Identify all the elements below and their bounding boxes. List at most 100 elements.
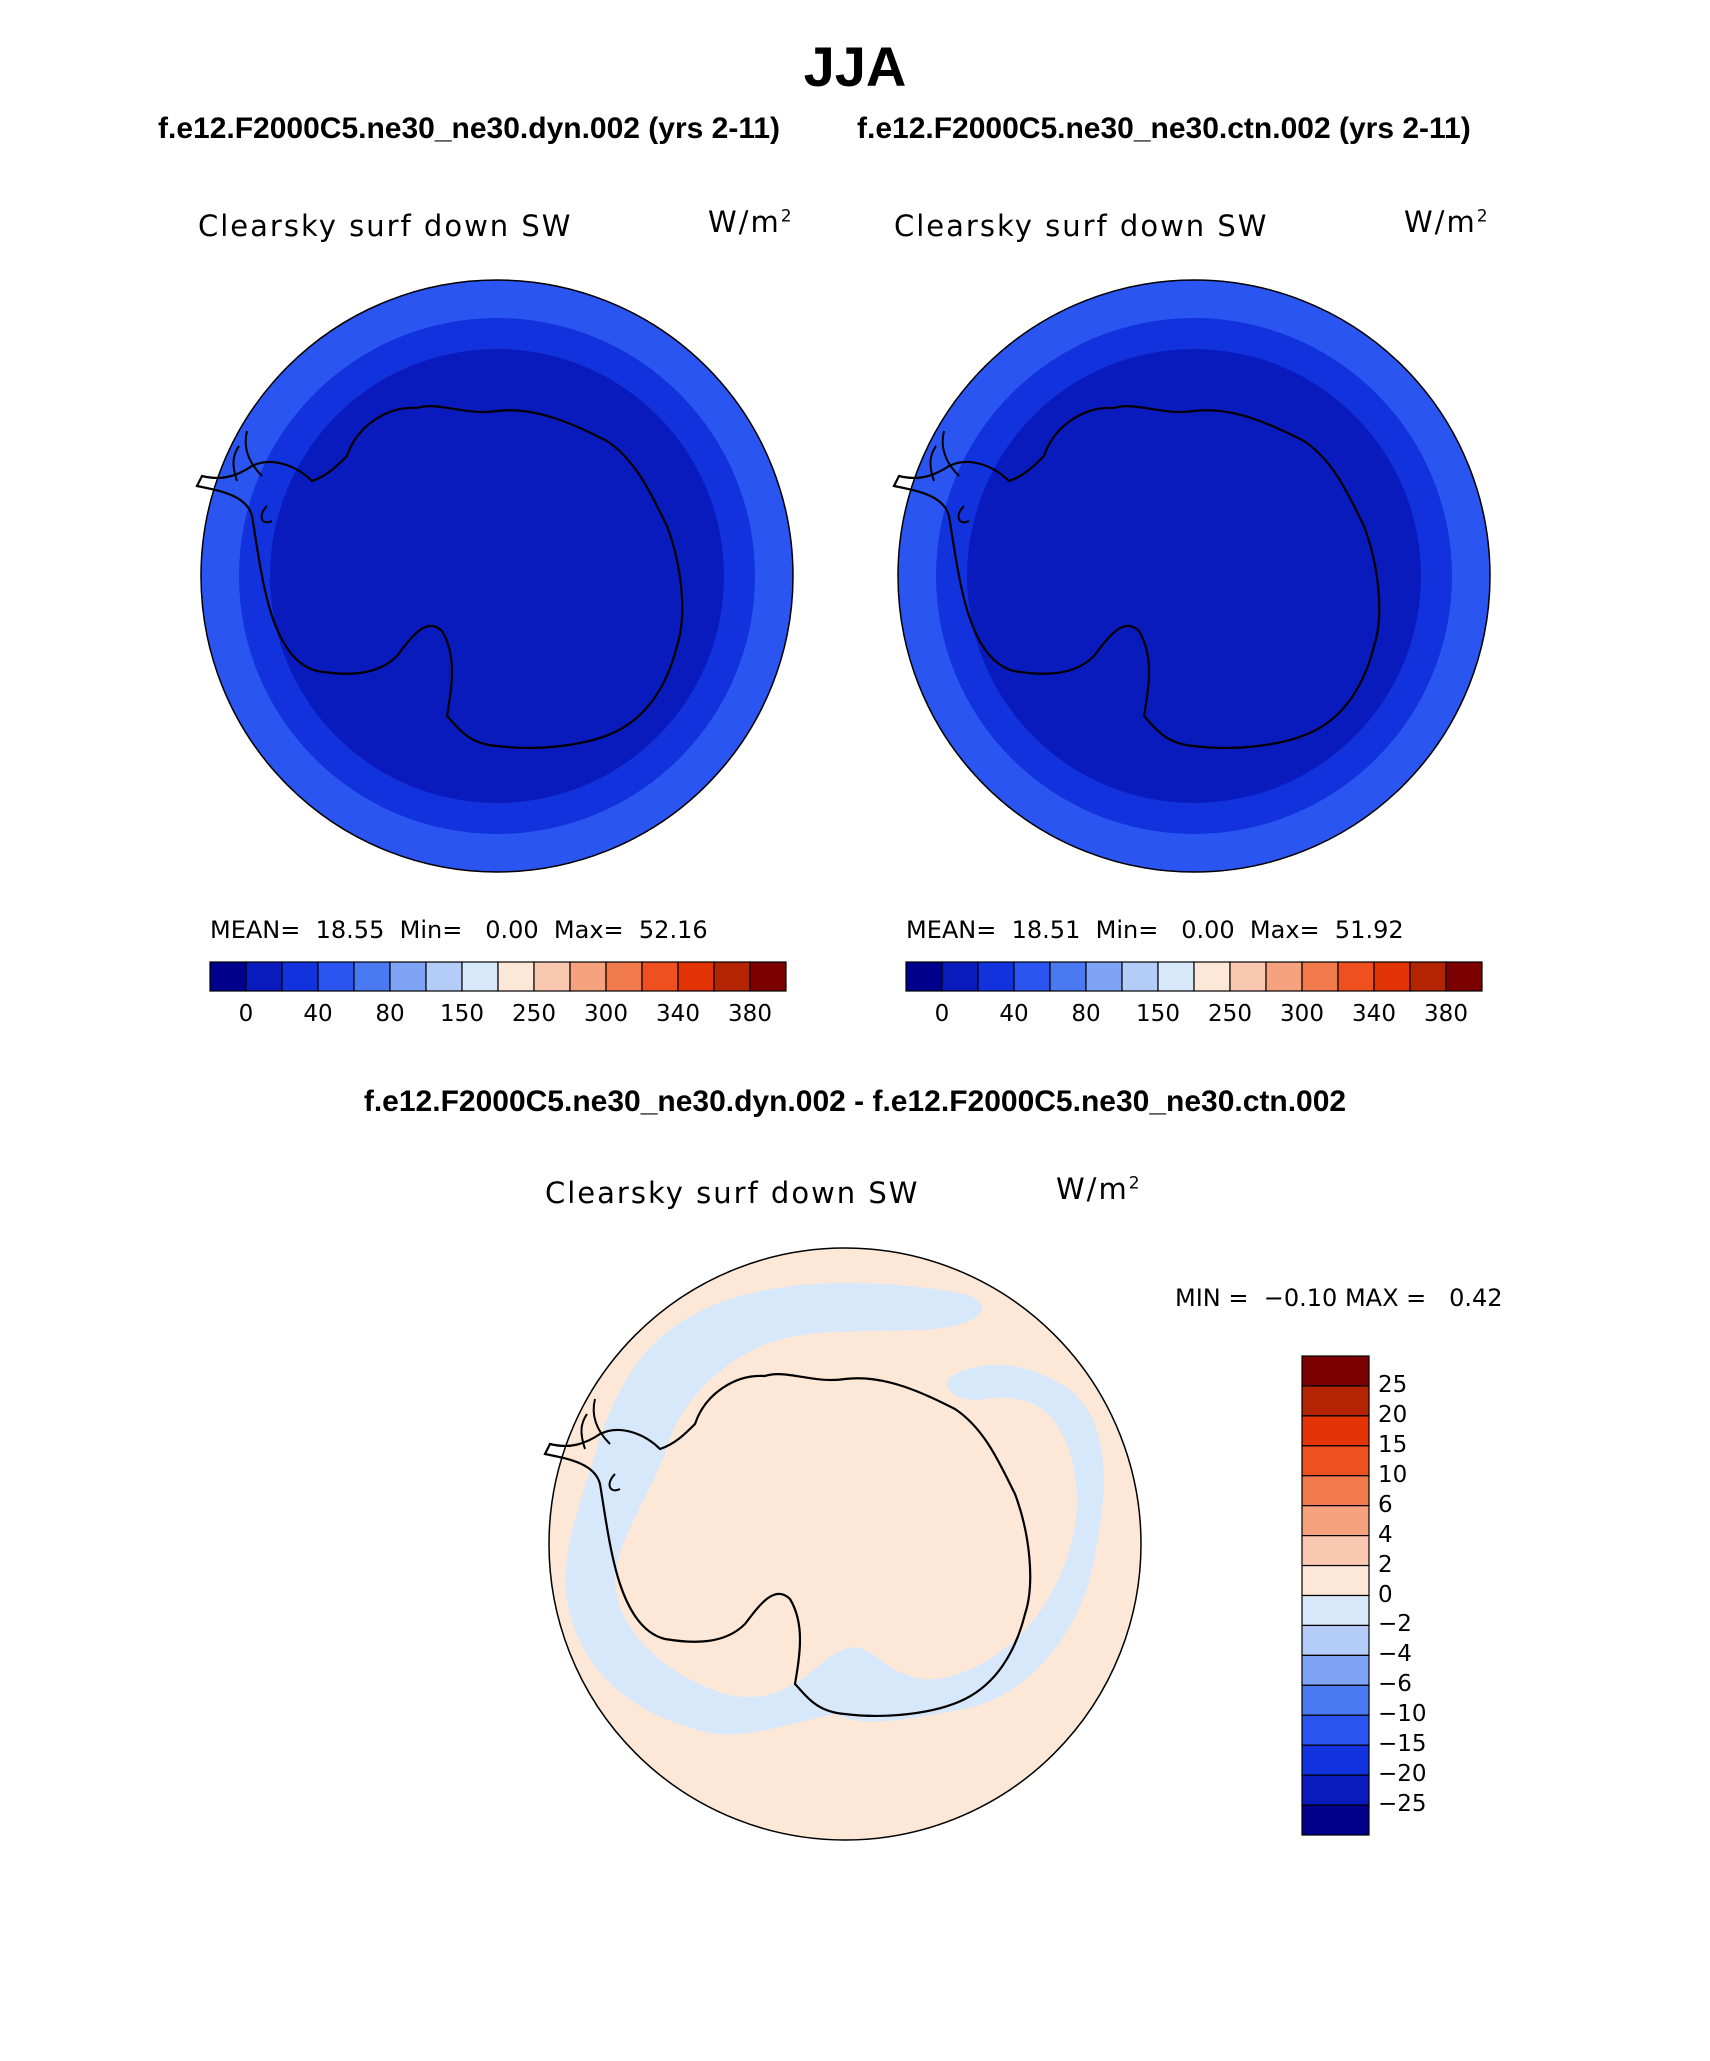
left-colorbar-swatch bbox=[497, 961, 535, 992]
left-colorbar-swatch bbox=[605, 961, 643, 992]
diff-colorbar-tick-label: 6 bbox=[1378, 1491, 1393, 1518]
diff-colorbar-tick-label: −10 bbox=[1378, 1701, 1427, 1728]
left-colorbar-swatch bbox=[281, 961, 319, 992]
right-case-subtitle: f.e12.F2000C5.ne30_ne30.ctn.002 (yrs 2-1… bbox=[857, 112, 1471, 145]
right-colorbar-tick-label: 300 bbox=[1280, 1001, 1324, 1027]
right-colorbar-swatch bbox=[1229, 961, 1267, 992]
diff-map-positive-background bbox=[549, 1248, 1141, 1840]
diff-colorbar-swatch bbox=[1301, 1445, 1370, 1477]
diff-colorbar-tick-label: −25 bbox=[1378, 1791, 1427, 1818]
diff-map-negative-patch bbox=[549, 1384, 555, 1415]
right-colorbar-swatch bbox=[977, 961, 1015, 992]
diff-unit-label: W/m2 bbox=[1056, 1172, 1142, 1206]
left-colorbar-swatch bbox=[353, 961, 391, 992]
diff-variable-title: Clearsky surf down SW bbox=[545, 1176, 920, 1210]
right-stats: MEAN= 18.51 Min= 0.00 Max= 51.92 bbox=[906, 916, 1404, 944]
diff-colorbar-tick-label: −4 bbox=[1378, 1641, 1412, 1668]
left-colorbar-tick-label: 40 bbox=[303, 1001, 333, 1027]
right-colorbar-tick-label: 150 bbox=[1136, 1001, 1180, 1027]
diff-colorbar-swatch bbox=[1301, 1475, 1370, 1507]
right-colorbar-tick-label: 40 bbox=[999, 1001, 1029, 1027]
right-colorbar-tick-label: 340 bbox=[1352, 1001, 1396, 1027]
diff-colorbar-tick-label: 15 bbox=[1378, 1431, 1408, 1458]
left-colorbar-tick-label: 250 bbox=[512, 1001, 556, 1027]
diff-colorbar-tick-label: −2 bbox=[1378, 1611, 1412, 1638]
diff-colorbar-swatch bbox=[1301, 1505, 1370, 1537]
left-stats: MEAN= 18.55 Min= 0.00 Max= 52.16 bbox=[210, 916, 708, 944]
right-colorbar-swatch bbox=[1265, 961, 1303, 992]
left-colorbar-swatch bbox=[569, 961, 607, 992]
diff-map bbox=[543, 1247, 1142, 1841]
left-colorbar-swatch bbox=[677, 961, 715, 992]
left-colorbar-tick-label: 80 bbox=[375, 1001, 405, 1027]
diff-colorbar-tick-label: 4 bbox=[1378, 1521, 1393, 1548]
right-colorbar-swatch bbox=[1013, 961, 1051, 992]
diff-colorbar-swatch bbox=[1301, 1774, 1370, 1806]
right-colorbar-swatch bbox=[1373, 961, 1411, 992]
diff-colorbar-tick-label: −15 bbox=[1378, 1731, 1427, 1758]
diff-colorbar-swatch bbox=[1301, 1385, 1370, 1417]
diff-colorbar-tick-label: 10 bbox=[1378, 1461, 1408, 1488]
right-colorbar-tick-label: 380 bbox=[1424, 1001, 1468, 1027]
right-colorbar-swatch bbox=[1121, 961, 1159, 992]
left-colorbar-tick-label: 0 bbox=[238, 1001, 254, 1027]
right-colorbar-tick-label: 80 bbox=[1071, 1001, 1101, 1027]
diff-map-peninsula-detail bbox=[580, 1398, 621, 1492]
left-colorbar-tick-label: 340 bbox=[656, 1001, 700, 1027]
left-colorbar-swatch bbox=[713, 961, 751, 992]
left-colorbar-swatch bbox=[641, 961, 679, 992]
diff-colorbar-swatch bbox=[1301, 1564, 1370, 1597]
diff-colorbar-swatch bbox=[1301, 1804, 1370, 1836]
diff-colorbar-swatch bbox=[1301, 1744, 1370, 1776]
left-colorbar-swatch bbox=[245, 961, 283, 992]
left-colorbar-tick-label: 380 bbox=[728, 1001, 772, 1027]
diff-colorbar-tick-label: 25 bbox=[1378, 1371, 1408, 1398]
right-map-peninsula-detail bbox=[929, 430, 970, 524]
diff-colorbar bbox=[1301, 1355, 1370, 1836]
right-colorbar-swatch bbox=[1049, 961, 1087, 992]
right-map bbox=[892, 279, 1491, 873]
diff-colorbar-swatch bbox=[1301, 1624, 1370, 1656]
left-colorbar bbox=[209, 961, 787, 992]
left-colorbar-tick-label: 300 bbox=[584, 1001, 628, 1027]
right-colorbar-swatch bbox=[905, 961, 943, 992]
right-colorbar-swatch bbox=[941, 961, 979, 992]
diff-colorbar-swatch bbox=[1301, 1535, 1370, 1567]
left-map-inner-disc bbox=[270, 349, 724, 803]
diff-colorbar-swatch bbox=[1301, 1714, 1370, 1746]
diff-stats: MIN = −0.10 MAX = 0.42 bbox=[1175, 1284, 1503, 1312]
left-colorbar-swatch bbox=[317, 961, 355, 992]
right-colorbar-swatch bbox=[1337, 961, 1375, 992]
right-colorbar-swatch bbox=[1085, 961, 1123, 992]
left-colorbar-swatch bbox=[533, 961, 571, 992]
right-colorbar-swatch bbox=[1409, 961, 1447, 992]
left-colorbar-swatch bbox=[425, 961, 463, 992]
diff-colorbar-swatch bbox=[1301, 1654, 1370, 1686]
left-map bbox=[195, 279, 794, 873]
diff-colorbar-tick-label: 0 bbox=[1378, 1581, 1393, 1608]
right-colorbar-swatch bbox=[1301, 961, 1339, 992]
right-colorbar-swatch bbox=[1445, 961, 1483, 992]
diff-map-border bbox=[548, 1247, 1142, 1841]
right-unit-label: W/m2 bbox=[1404, 205, 1490, 239]
left-colorbar-swatch bbox=[461, 961, 499, 992]
diff-colorbar-tick-label: −6 bbox=[1378, 1671, 1412, 1698]
left-colorbar-swatch bbox=[209, 961, 247, 992]
diff-colorbar-swatch bbox=[1301, 1415, 1370, 1447]
left-colorbar-swatch bbox=[749, 961, 787, 992]
diff-colorbar-swatch bbox=[1301, 1594, 1370, 1627]
diff-colorbar-tick-label: −20 bbox=[1378, 1761, 1427, 1788]
left-colorbar-swatch bbox=[389, 961, 427, 992]
left-variable-title: Clearsky surf down SW bbox=[198, 209, 573, 243]
right-colorbar-tick-label: 250 bbox=[1208, 1001, 1252, 1027]
right-colorbar bbox=[905, 961, 1483, 992]
diff-colorbar-swatch bbox=[1301, 1684, 1370, 1716]
left-colorbar-tick-label: 150 bbox=[440, 1001, 484, 1027]
difference-title: f.e12.F2000C5.ne30_ne30.dyn.002 - f.e12.… bbox=[363, 1085, 1347, 1118]
right-variable-title: Clearsky surf down SW bbox=[894, 209, 1269, 243]
diff-colorbar-tick-label: 20 bbox=[1378, 1401, 1408, 1428]
right-map-inner-disc bbox=[967, 349, 1421, 803]
left-unit-label: W/m2 bbox=[708, 205, 794, 239]
right-colorbar-swatch bbox=[1157, 961, 1195, 992]
